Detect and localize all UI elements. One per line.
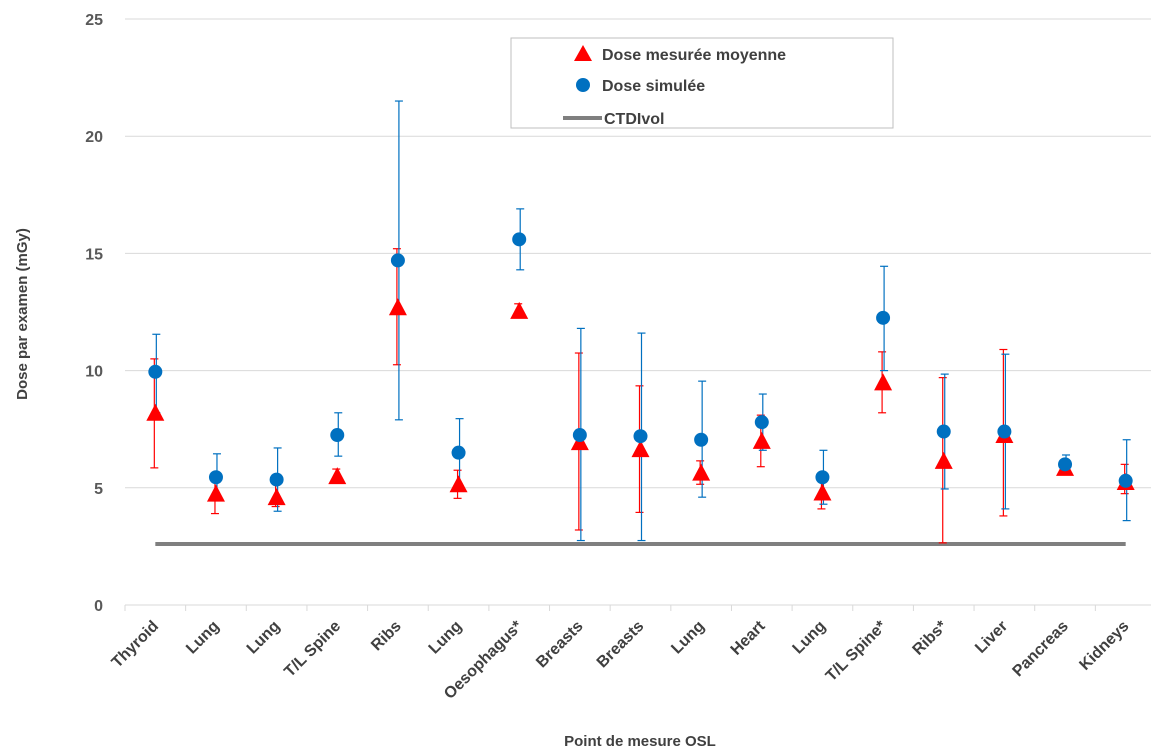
measured-dose-point — [631, 440, 650, 458]
measured-dose-point — [449, 475, 468, 493]
simulated-dose-point — [1058, 457, 1073, 472]
measured-dose-point — [874, 373, 893, 391]
simulated-dose-point — [148, 364, 163, 379]
measured-dose-point — [692, 463, 711, 481]
y-axis-ticks: 0 5 10 15 20 25 — [85, 12, 103, 615]
simulated-dose-point — [208, 470, 223, 485]
simulated-dose-point — [330, 428, 345, 443]
simulated-dose-point — [1118, 473, 1133, 488]
x-category-label: Lung — [183, 618, 223, 658]
legend: Dose mesurée moyenne Dose simulée CTDIvo… — [510, 37, 894, 129]
legend-label-ctdivol: CTDIvol — [604, 111, 664, 128]
x-category-label: Ribs* — [910, 617, 951, 658]
x-axis-title: Point de mesure OSL — [564, 733, 716, 750]
measured-dose-point — [510, 301, 529, 319]
x-category-label: T/L Spine — [281, 618, 344, 681]
measured-dose-point — [206, 484, 225, 502]
y-tick-label: 20 — [85, 129, 103, 146]
measured-dose-point — [752, 431, 771, 449]
legend-label-measured: Dose mesurée moyenne — [602, 47, 786, 64]
simulated-dose-point — [572, 428, 587, 443]
x-category-label: Kidneys — [1076, 618, 1132, 674]
x-category-label: Lung — [244, 618, 284, 658]
simulated-dose-point — [754, 415, 769, 430]
x-category-label: Heart — [728, 617, 769, 658]
x-category-label: Breasts — [533, 618, 587, 672]
data-markers — [146, 232, 1135, 506]
simulated-dose-point — [694, 432, 709, 447]
measured-dose-point — [934, 451, 953, 469]
simulated-dose-point — [876, 310, 891, 325]
x-category-label: Lung — [790, 618, 830, 658]
measured-dose-point — [267, 488, 286, 506]
simulated-dose-point — [451, 445, 466, 460]
simulated-dose-point — [936, 424, 951, 439]
simulated-dose-point — [815, 470, 830, 485]
measured-dose-point — [328, 467, 347, 485]
simulated-dose-point — [633, 429, 648, 444]
x-category-label: Lung — [426, 618, 466, 658]
legend-circle-marker — [576, 78, 590, 92]
measured-dose-point — [388, 298, 407, 316]
measured-dose-point — [146, 403, 165, 421]
y-tick-label: 15 — [85, 246, 103, 263]
y-tick-label: 0 — [94, 598, 103, 615]
x-category-label: Thyroid — [109, 618, 163, 672]
x-category-label: Breasts — [594, 618, 648, 672]
y-tick-label: 10 — [85, 364, 103, 381]
legend-triangle-marker — [574, 45, 592, 61]
error-bars — [150, 100, 1131, 544]
simulated-dose-point — [997, 424, 1012, 439]
y-tick-label: 5 — [94, 481, 103, 498]
simulated-dose-point — [390, 253, 405, 268]
legend-box — [510, 37, 894, 129]
simulated-dose-point — [512, 232, 527, 247]
x-category-label: Liver — [972, 618, 1011, 657]
x-category-label: Ribs — [368, 618, 405, 655]
y-tick-label: 25 — [85, 12, 103, 29]
x-category-label: Lung — [668, 618, 708, 658]
simulated-dose-point — [269, 472, 284, 487]
gridlines — [125, 18, 1151, 489]
measured-dose-point — [813, 483, 832, 501]
x-category-label: T/L Spine* — [823, 617, 891, 685]
y-axis-title: Dose par examen (mGy) — [14, 228, 31, 400]
x-category-label: Pancreas — [1010, 618, 1072, 680]
legend-label-simulated: Dose simulée — [602, 78, 705, 95]
